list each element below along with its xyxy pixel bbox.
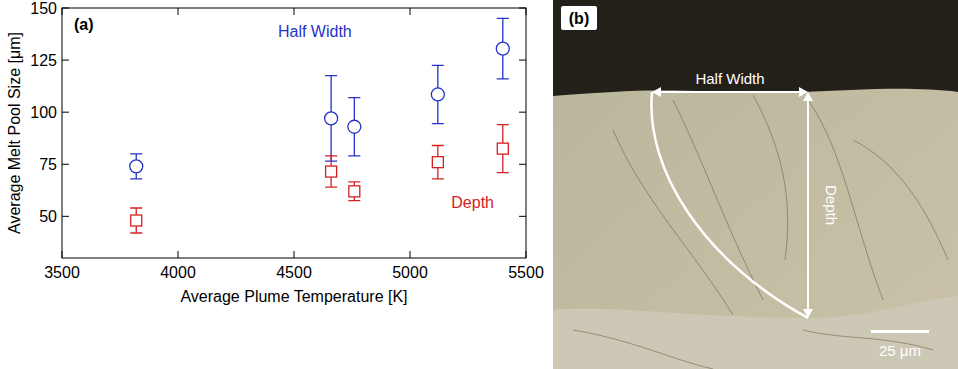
plot-frame [62, 8, 526, 258]
point [325, 112, 338, 125]
point [497, 143, 508, 154]
x-tick-top [62, 8, 63, 15]
point [131, 215, 142, 226]
panel-label: (a) [74, 16, 94, 33]
point [348, 120, 361, 133]
series-label: Depth [451, 194, 494, 211]
x-tick-top [294, 8, 295, 15]
y-tick [62, 216, 69, 217]
grain-boundary [808, 100, 883, 300]
grain-boundary [853, 140, 948, 260]
marks [130, 18, 510, 233]
scale-bar-label: 25 μm [879, 342, 921, 359]
y-tick-right [519, 60, 526, 61]
dark-top [553, 0, 958, 96]
grain-boundary [753, 95, 788, 260]
y-tick [62, 60, 69, 61]
grain-boundary [673, 100, 763, 300]
panel-label: (b) [569, 10, 589, 27]
y-tick-label: 75 [39, 156, 57, 173]
y-tick [62, 8, 69, 9]
grain-boundary [613, 130, 733, 315]
error-bar [497, 125, 509, 173]
label-box [561, 6, 597, 30]
error-bar [497, 18, 509, 78]
arrow-head [803, 92, 813, 318]
x-tick-label: 5500 [508, 264, 544, 281]
y-tick-right [519, 112, 526, 113]
half-width-label: Half Width [695, 70, 764, 87]
arrow-head [652, 87, 808, 97]
x-tick-top [526, 8, 527, 15]
y-tick-label: 150 [30, 0, 57, 17]
series-label: Half Width [278, 23, 352, 40]
y-tick-label: 100 [30, 104, 57, 121]
x-tick [62, 251, 63, 258]
x-tick-top [178, 8, 179, 15]
y-tick-right [519, 164, 526, 165]
y-tick-right [519, 216, 526, 217]
error-bar [432, 65, 444, 123]
error-bar [348, 98, 360, 156]
point [432, 157, 443, 168]
micrograph-ground [553, 0, 958, 369]
y-tick [62, 164, 69, 165]
error-bar [325, 156, 337, 187]
error-bar [130, 154, 142, 179]
melt-pool-outline [651, 92, 808, 318]
y-tick-label: 125 [30, 52, 57, 69]
x-tick [410, 251, 411, 258]
point [349, 186, 360, 197]
depth-label: Depth [823, 185, 840, 225]
point [431, 88, 444, 101]
point [326, 166, 337, 177]
error-bar [432, 146, 444, 179]
error-bar [348, 182, 360, 201]
x-tick [526, 251, 527, 258]
point [130, 160, 143, 173]
x-axis-title: Average Plume Temperature [K] [180, 288, 407, 305]
error-bar [130, 208, 142, 233]
grain-boundary [573, 330, 713, 369]
x-tick [294, 251, 295, 258]
substrate [553, 296, 958, 369]
arrow [656, 91, 804, 93]
x-tick [178, 251, 179, 258]
x-tick-label: 3500 [44, 264, 80, 281]
x-tick-top [410, 8, 411, 15]
y-tick-label: 50 [39, 208, 57, 225]
point [496, 42, 509, 55]
scale-bar [871, 330, 929, 333]
y-tick-right [519, 8, 526, 9]
arrow [807, 96, 809, 314]
x-tick-label: 5000 [392, 264, 428, 281]
x-tick-label: 4500 [276, 264, 312, 281]
error-bar [325, 76, 337, 161]
y-tick [62, 112, 69, 113]
y-axis-title: Average Melt Pool Size [μm] [6, 32, 23, 234]
x-tick-label: 4000 [160, 264, 196, 281]
